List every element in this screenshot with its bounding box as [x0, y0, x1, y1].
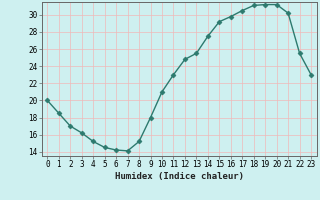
X-axis label: Humidex (Indice chaleur): Humidex (Indice chaleur): [115, 172, 244, 181]
